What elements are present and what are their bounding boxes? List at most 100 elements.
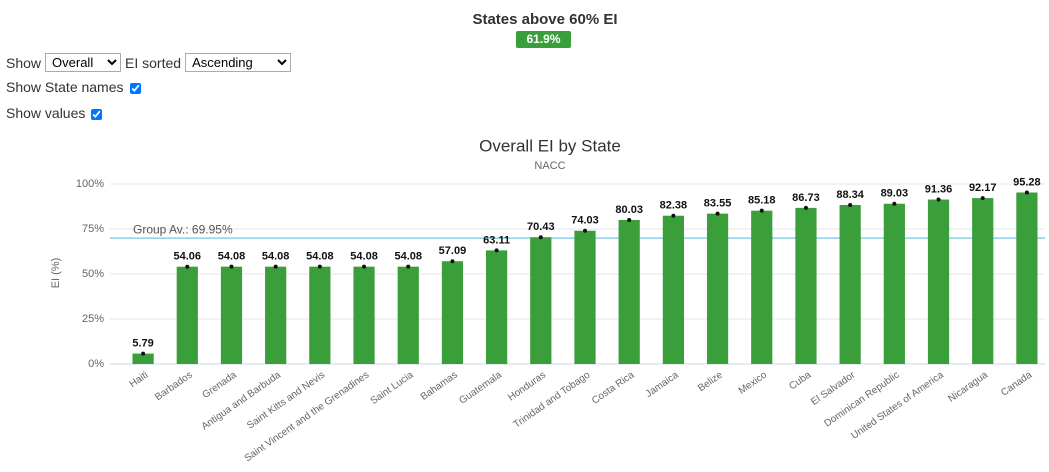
label: EI sorted xyxy=(125,54,182,71)
bar xyxy=(353,266,375,364)
bar xyxy=(972,198,994,364)
value-label: 54.08 xyxy=(394,251,422,263)
bar xyxy=(220,266,243,364)
bar xyxy=(1016,192,1038,364)
point-marker xyxy=(450,259,455,264)
value-label: 54.08 xyxy=(218,251,246,263)
bar xyxy=(751,210,773,364)
chart-title: Overall EI by State xyxy=(479,136,621,155)
reference-label: Group Av.: 69.95% xyxy=(133,222,233,236)
label: Show values xyxy=(6,105,86,121)
bar xyxy=(574,230,596,364)
bar xyxy=(530,237,552,364)
sort-select[interactable]: Ascending xyxy=(185,53,292,72)
point-marker xyxy=(538,235,543,240)
x-tick-label: Cuba xyxy=(787,369,813,392)
y-axis-label: EI (%) xyxy=(50,258,62,289)
show-select[interactable]: Overall xyxy=(45,53,122,72)
value-label: 57.09 xyxy=(439,245,467,257)
x-tick-label: Trinidad and Tobago xyxy=(512,369,593,430)
point-marker xyxy=(141,351,146,356)
x-tick-label: Nicaragua xyxy=(946,369,990,404)
value-label: 86.73 xyxy=(792,192,820,204)
point-marker xyxy=(185,264,190,269)
bar xyxy=(795,207,817,364)
bar xyxy=(176,266,198,364)
state-names-checkbox[interactable] xyxy=(129,82,141,94)
value-label: 88.34 xyxy=(836,189,864,201)
bar xyxy=(132,353,154,364)
x-tick-label: Barbados xyxy=(153,370,194,404)
value-label: 89.03 xyxy=(881,188,909,200)
bar xyxy=(883,203,905,364)
values-checkbox[interactable] xyxy=(91,108,103,120)
bar xyxy=(839,204,861,364)
value-label: 83.55 xyxy=(704,198,732,210)
values-row: Show values xyxy=(6,105,103,121)
value-label: 5.79 xyxy=(132,337,153,349)
point-marker xyxy=(362,264,367,269)
x-tick-label: Haiti xyxy=(128,370,151,390)
value-label: 54.08 xyxy=(350,251,378,263)
x-tick-label: Bahamas xyxy=(419,370,460,403)
x-tick-label: Belize xyxy=(696,369,725,394)
point-marker xyxy=(848,202,853,207)
x-tick-label: Honduras xyxy=(506,370,548,404)
point-marker xyxy=(317,264,322,269)
bar xyxy=(397,266,419,364)
value-label: 54.06 xyxy=(174,251,202,263)
point-marker xyxy=(229,264,234,269)
value-label: 74.03 xyxy=(571,215,599,227)
point-marker xyxy=(583,228,587,233)
y-tick-label: 50% xyxy=(82,268,104,280)
value-label: 82.38 xyxy=(660,200,688,212)
bar xyxy=(265,266,287,364)
y-tick-label: 100% xyxy=(76,178,104,190)
x-tick-label: Antigua and Barbuda xyxy=(200,369,284,432)
y-tick-label: 25% xyxy=(82,313,104,325)
point-marker xyxy=(494,248,499,253)
value-label: 63.11 xyxy=(483,234,510,246)
point-marker xyxy=(980,196,985,201)
point-marker xyxy=(803,205,808,210)
filter-row: Show Overall EI sorted Ascending xyxy=(6,53,292,72)
point-marker xyxy=(406,264,411,269)
point-marker xyxy=(1024,190,1029,195)
value-label: 85.18 xyxy=(748,195,776,207)
x-tick-label: Dominican Republic xyxy=(822,370,901,430)
x-tick-label: Jamaica xyxy=(644,369,681,400)
bar xyxy=(486,250,508,364)
point-marker xyxy=(671,213,676,218)
x-tick-label: Grenada xyxy=(201,369,240,401)
bar xyxy=(618,219,640,364)
point-marker xyxy=(936,197,941,202)
x-tick-label: Mexico xyxy=(737,369,770,396)
value-label: 92.17 xyxy=(969,182,997,194)
value-label: 91.36 xyxy=(925,183,953,195)
bar xyxy=(706,213,729,364)
y-tick-label: 75% xyxy=(82,223,104,235)
point-marker xyxy=(715,211,720,216)
x-tick-label: Saint Kitts and Nevis xyxy=(245,370,327,432)
badge: 61.9% xyxy=(516,31,571,48)
bar xyxy=(309,266,331,364)
point-marker xyxy=(273,264,278,269)
x-tick-label: Guatemala xyxy=(457,369,504,406)
bar xyxy=(441,261,464,364)
bar xyxy=(927,199,950,364)
point-marker xyxy=(759,208,764,213)
value-label: 80.03 xyxy=(615,204,643,216)
value-label: 54.08 xyxy=(262,251,290,263)
y-tick-label: 0% xyxy=(88,358,104,370)
x-tick-label: Saint Lucia xyxy=(369,369,416,407)
value-label: 95.28 xyxy=(1013,176,1041,188)
value-label: 70.43 xyxy=(527,221,555,233)
names-row: Show State names xyxy=(6,79,141,95)
bar xyxy=(662,215,684,364)
label: Show State names xyxy=(6,79,124,95)
x-tick-label: Canada xyxy=(999,369,1034,398)
page-title: States above 60% EI xyxy=(472,11,618,28)
x-tick-label: Costa Rica xyxy=(590,369,637,406)
